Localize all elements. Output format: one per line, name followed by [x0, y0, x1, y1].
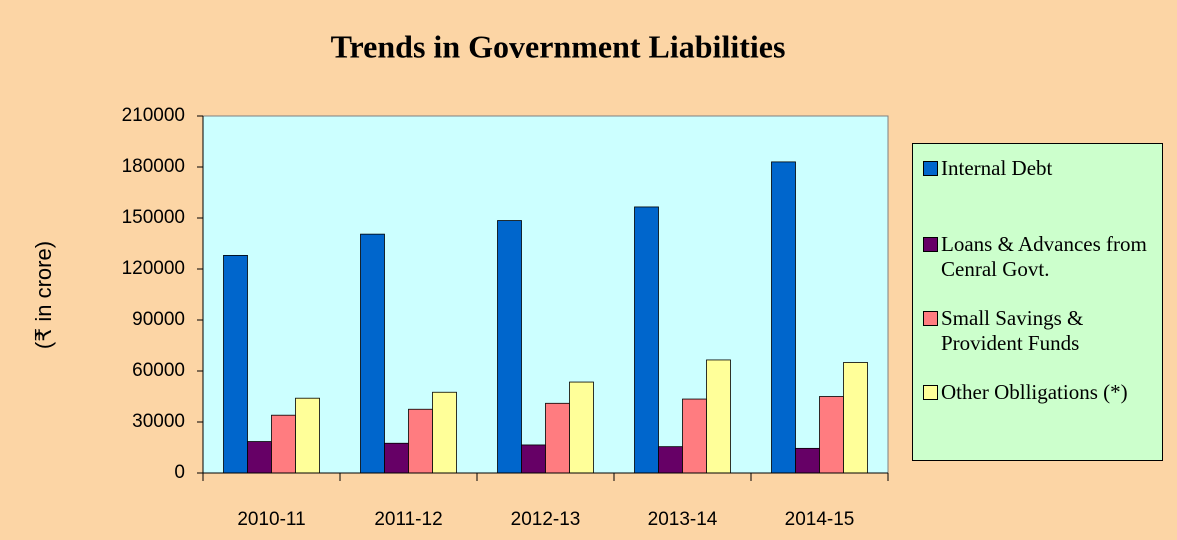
- legend-swatch: [923, 161, 938, 176]
- y-tick-label: 0: [174, 462, 185, 483]
- legend-swatch: [923, 237, 938, 252]
- bar: [843, 362, 868, 474]
- bar: [658, 446, 683, 474]
- chart-title: Trends in Government Liabilities: [331, 28, 786, 64]
- bar: [771, 161, 796, 474]
- bar: [521, 444, 546, 474]
- legend-label: Small Savings & Provident Funds: [941, 306, 1084, 355]
- bar: [706, 359, 731, 474]
- y-tick-label: 90000: [132, 309, 185, 330]
- legend-label: Other Oblligations (*): [941, 380, 1128, 404]
- bar: [408, 408, 433, 474]
- bar: [360, 233, 385, 474]
- bar: [545, 402, 570, 474]
- legend-swatch: [923, 311, 938, 326]
- y-tick-label: 30000: [132, 411, 185, 432]
- x-tick-label: 2014-15: [785, 509, 855, 530]
- legend-swatch: [923, 385, 938, 400]
- legend-label: Loans & Advances from Cenral Govt.: [941, 232, 1147, 281]
- x-tick-label: 2011-12: [374, 509, 442, 530]
- x-tick-label: 2013-14: [648, 509, 718, 530]
- legend-entry: Loans & Advances from Cenral Govt.: [923, 232, 1158, 282]
- legend-entry: Small Savings & Provident Funds: [923, 306, 1158, 356]
- bar: [497, 220, 522, 474]
- y-tick-label: 120000: [122, 258, 185, 279]
- legend-entry: Other Oblligations (*): [923, 380, 1158, 405]
- bar: [819, 396, 844, 474]
- bar: [271, 414, 296, 474]
- bar: [223, 254, 248, 474]
- bar: [295, 397, 320, 474]
- x-tick-label: 2012-13: [511, 509, 581, 530]
- x-tick-label: 2010-11: [237, 509, 305, 530]
- bar: [247, 441, 272, 474]
- y-tick-label: 60000: [132, 360, 185, 381]
- bar: [432, 391, 457, 474]
- bar: [795, 447, 820, 474]
- y-axis-label: (₹ in crore): [31, 241, 56, 349]
- y-tick-label: 210000: [122, 105, 185, 126]
- bar: [569, 381, 594, 474]
- legend: Internal Debt Loans & Advances from Cenra…: [912, 143, 1163, 461]
- legend-label: Internal Debt: [941, 156, 1053, 180]
- bar: [384, 442, 409, 474]
- bar: [634, 206, 659, 474]
- y-tick-label: 180000: [122, 156, 185, 177]
- bar: [682, 398, 707, 474]
- y-tick-label: 150000: [122, 207, 185, 228]
- legend-entry: Internal Debt: [923, 156, 1158, 181]
